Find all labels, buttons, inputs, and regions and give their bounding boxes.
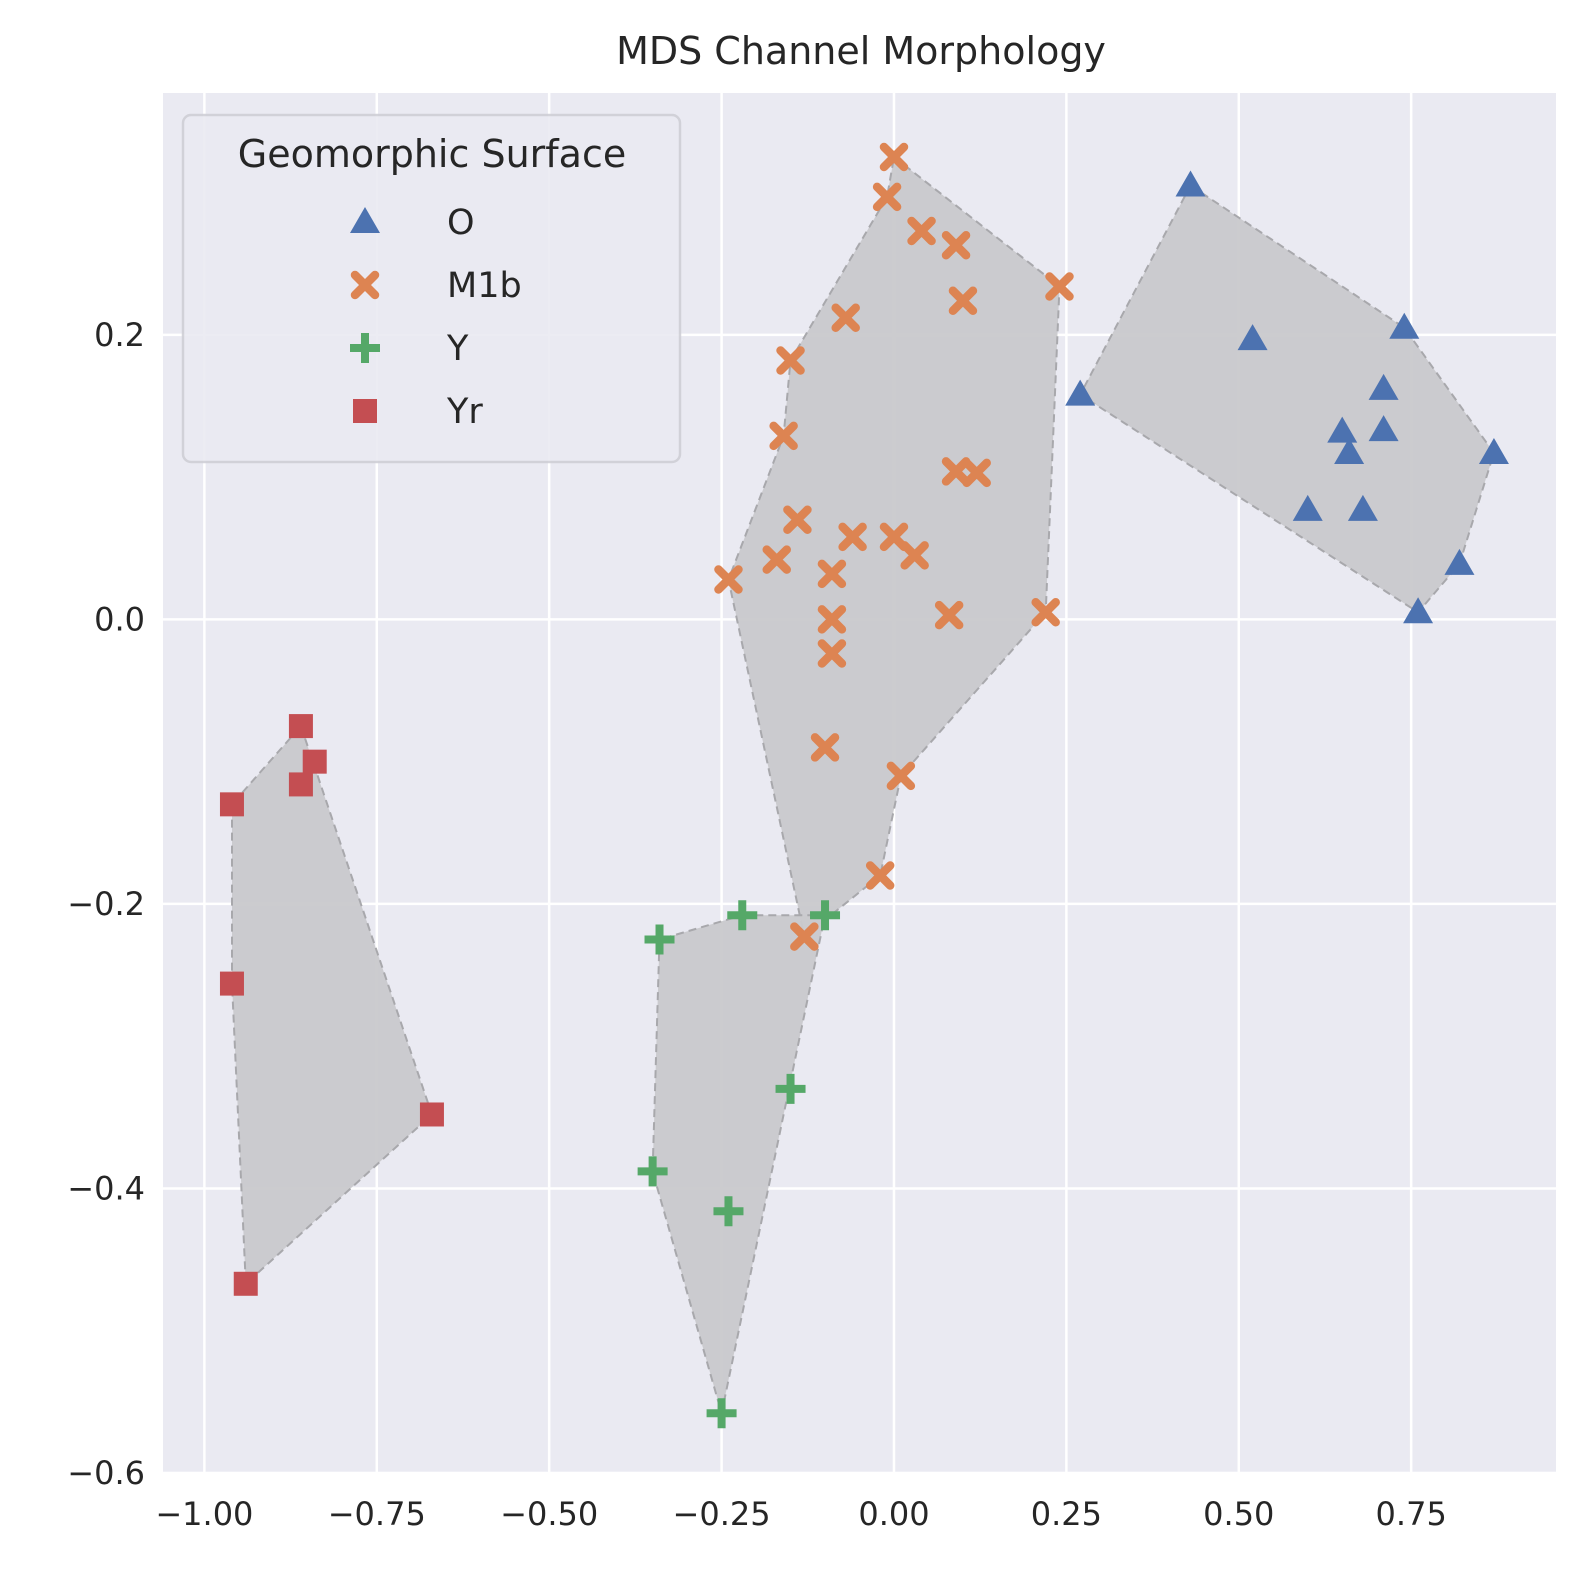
point-m1b bbox=[838, 522, 867, 552]
point-m1b bbox=[817, 605, 847, 634]
y-tick-label: −0.4 bbox=[67, 1169, 145, 1207]
legend-label-m1b: M1b bbox=[447, 266, 522, 306]
point-y bbox=[706, 1398, 737, 1429]
point-o bbox=[1389, 312, 1420, 339]
point-yr bbox=[302, 749, 327, 774]
point-yr bbox=[219, 971, 244, 996]
point-o bbox=[1368, 373, 1399, 400]
point-y bbox=[727, 900, 758, 931]
point-y bbox=[637, 1156, 668, 1187]
point-m1b bbox=[1031, 598, 1060, 627]
point-m1b bbox=[762, 545, 791, 574]
point-yr bbox=[288, 772, 313, 797]
convex-hulls bbox=[231, 155, 1496, 1414]
point-o bbox=[1292, 494, 1323, 521]
point-yr bbox=[288, 714, 313, 739]
y-tick-label: 0.2 bbox=[94, 316, 145, 354]
x-tick-label: 0.00 bbox=[858, 1495, 929, 1533]
legend-marker-y bbox=[350, 333, 380, 363]
point-m1b bbox=[962, 458, 991, 488]
point-m1b bbox=[900, 541, 929, 570]
y-tick-label: −0.2 bbox=[67, 885, 145, 923]
point-m1b bbox=[817, 639, 847, 668]
point-o bbox=[1065, 379, 1096, 406]
x-tick-label: 0.25 bbox=[1031, 1495, 1102, 1533]
data-points bbox=[219, 142, 1509, 1429]
point-m1b bbox=[872, 182, 902, 212]
point-y bbox=[713, 1196, 744, 1227]
point-o bbox=[1403, 597, 1434, 624]
point-o bbox=[1444, 548, 1475, 575]
point-m1b bbox=[865, 861, 895, 890]
point-m1b bbox=[879, 142, 909, 172]
point-m1b bbox=[769, 421, 798, 451]
point-m1b bbox=[886, 761, 916, 791]
point-m1b bbox=[817, 559, 847, 589]
point-o bbox=[1327, 416, 1358, 443]
legend-items: O M1b Y Yr bbox=[350, 203, 522, 432]
legend-box bbox=[181, 113, 682, 464]
point-m1b bbox=[941, 230, 971, 260]
point-yr bbox=[233, 1271, 258, 1296]
point-m1b bbox=[790, 922, 819, 951]
point-o bbox=[1237, 324, 1268, 351]
point-m1b bbox=[776, 346, 805, 375]
legend-label-yr: Yr bbox=[446, 392, 483, 432]
x-tick-label: 0.50 bbox=[1203, 1495, 1274, 1533]
point-m1b bbox=[831, 303, 860, 333]
legend-marker-m1b bbox=[350, 270, 380, 300]
point-m1b bbox=[907, 216, 936, 246]
legend-marker-o bbox=[350, 207, 380, 233]
point-m1b bbox=[948, 286, 978, 315]
point-o bbox=[1347, 494, 1378, 521]
point-y bbox=[644, 924, 675, 955]
legend: Geomorphic Surface O M1b Y Yr bbox=[181, 113, 682, 464]
point-yr bbox=[419, 1102, 444, 1127]
point-m1b bbox=[1045, 272, 1074, 301]
y-tick-labels: −0.6 −0.4 −0.2 0.0 0.2 bbox=[67, 316, 145, 1492]
y-tick-label: −0.6 bbox=[67, 1454, 145, 1492]
x-tick-label: 0.75 bbox=[1376, 1495, 1447, 1533]
chart-title: MDS Channel Morphology bbox=[616, 29, 1106, 73]
point-o bbox=[1334, 437, 1365, 464]
point-o bbox=[1368, 415, 1399, 442]
legend-title: Geomorphic Surface bbox=[238, 132, 626, 176]
legend-marker-yr bbox=[353, 399, 377, 423]
point-m1b bbox=[810, 733, 840, 762]
x-tick-label: −0.25 bbox=[673, 1495, 771, 1533]
x-tick-label: −0.50 bbox=[500, 1495, 598, 1533]
point-m1b bbox=[879, 522, 909, 552]
point-m1b bbox=[714, 565, 743, 594]
point-m1b bbox=[941, 457, 971, 486]
convex-hull bbox=[231, 724, 434, 1286]
point-yr bbox=[219, 792, 244, 817]
x-tick-labels: −1.00 −0.75 −0.50 −0.25 0.00 0.25 0.50 0.75 bbox=[155, 1495, 1446, 1533]
point-o bbox=[1478, 437, 1509, 464]
x-tick-label: −1.00 bbox=[155, 1495, 253, 1533]
point-m1b bbox=[783, 505, 812, 535]
point-y bbox=[810, 900, 841, 931]
point-m1b bbox=[934, 600, 964, 630]
legend-label-o: O bbox=[447, 203, 475, 243]
point-y bbox=[775, 1073, 806, 1104]
legend-label-y: Y bbox=[446, 329, 469, 369]
x-tick-label: −0.75 bbox=[328, 1495, 426, 1533]
point-o bbox=[1175, 170, 1206, 197]
y-tick-label: 0.0 bbox=[94, 600, 145, 638]
